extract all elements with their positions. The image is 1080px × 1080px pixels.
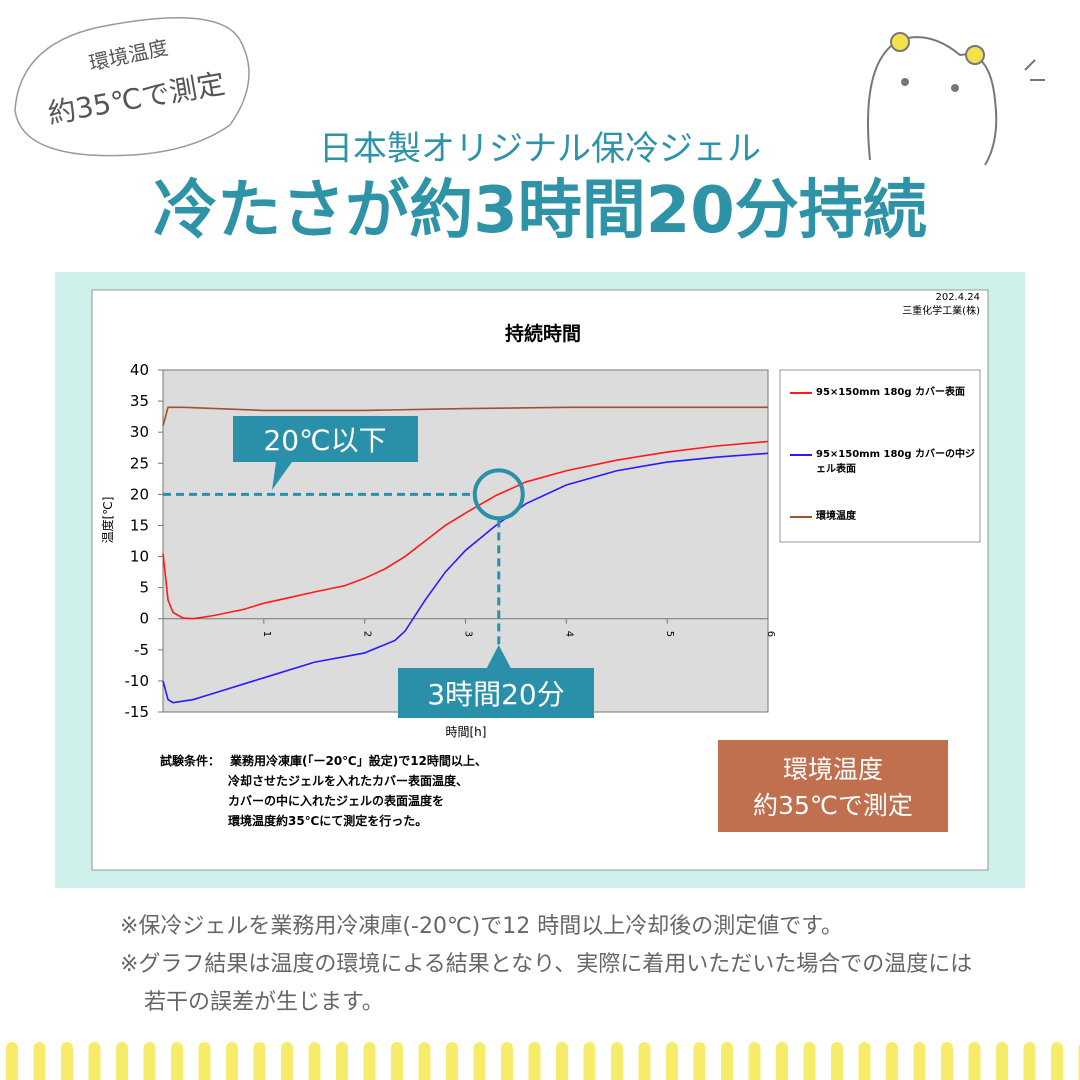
stripe	[803, 1042, 816, 1080]
conditions-line: 業務用冷凍庫(「ー20℃」設定)で12時間以上、	[229, 753, 487, 768]
legend-box	[779, 369, 981, 543]
stripe	[336, 1042, 348, 1080]
stripe	[61, 1042, 73, 1080]
x-tick-label: 5	[664, 631, 675, 637]
legend-label: 95×150mm 180g カバーの中ジェル表面	[816, 449, 976, 475]
y-tick-label: -5	[134, 641, 149, 659]
date: 202.4.24	[935, 292, 980, 303]
series-line	[162, 440, 769, 620]
stripe	[693, 1042, 706, 1080]
legend-item: 95×150mm 180g カバーの中ジェル表面	[816, 449, 976, 475]
stripe	[638, 1042, 651, 1080]
conditions-line: 環境温度約35℃にて測定を行った。	[228, 813, 427, 828]
stripe	[913, 1042, 926, 1080]
y-tick-label: 30	[130, 423, 149, 441]
y-tick-label: 20	[130, 485, 149, 503]
stripe	[33, 1042, 46, 1080]
legend-item: 95×150mm 180g カバー表面	[816, 387, 966, 398]
callout	[233, 416, 418, 490]
y-tick-label: 15	[130, 516, 149, 534]
env-box-text: 約35℃で測定	[753, 791, 913, 820]
note: ※グラフ結果は温度の環境による結果となり、実際に着用いただいた場合での温度には若…	[120, 952, 973, 1015]
y-tick-label: 35	[130, 392, 149, 410]
stripe	[941, 1042, 953, 1080]
stripe	[1051, 1042, 1063, 1080]
series-line	[162, 406, 768, 427]
x-tick-label: 1	[261, 631, 272, 637]
stripe	[88, 1042, 101, 1080]
stripe	[143, 1042, 156, 1080]
highlight-circle	[472, 468, 525, 521]
stripe	[198, 1042, 211, 1080]
legend-item: 環境温度	[816, 511, 856, 522]
y-tick-label: -10	[125, 672, 150, 690]
stripe	[748, 1042, 761, 1080]
title: 冷たさが約3時間20分持続	[153, 174, 927, 248]
y-tick-label: 0	[139, 610, 149, 628]
y-tick-label: 40	[130, 361, 149, 379]
y-tick-label: 25	[130, 454, 149, 472]
stripe	[363, 1042, 376, 1080]
legend-label: 環境温度	[816, 511, 856, 522]
callout	[398, 645, 594, 718]
stripe	[116, 1042, 128, 1080]
stripe	[253, 1042, 266, 1080]
x-tick-label: 4	[563, 631, 574, 637]
note: ※保冷ジェルを業務用冷凍庫(-20℃)で12 時間以上冷却後の測定値です。	[120, 914, 844, 939]
stripe	[666, 1042, 678, 1080]
stripe	[996, 1042, 1008, 1080]
callout-text: 3時間20分	[427, 678, 564, 711]
y-axis-label: 温度[℃]	[100, 497, 115, 544]
badge-shape	[14, 17, 250, 157]
env-box	[718, 740, 948, 832]
stripe	[776, 1042, 788, 1080]
callout-text: 20℃以下	[263, 424, 386, 457]
stripe	[528, 1042, 541, 1080]
stripe	[721, 1042, 733, 1080]
x-tick-label: 6	[765, 631, 776, 637]
y-tick-label: -15	[125, 703, 150, 721]
stripe	[391, 1042, 403, 1080]
stripe	[473, 1042, 486, 1080]
stripe	[583, 1042, 596, 1080]
bear	[867, 32, 1045, 166]
stripe	[446, 1042, 458, 1080]
stripe	[281, 1042, 293, 1080]
subtitle: 日本製オリジナル保冷ジェル	[319, 129, 761, 169]
stripe	[171, 1042, 183, 1080]
series-line	[162, 452, 769, 704]
conditions-line: カバーの中に入れたジェルの表面温度を	[228, 793, 444, 808]
stripe	[418, 1042, 431, 1080]
legend-label: 95×150mm 180g カバー表面	[816, 387, 966, 398]
stripe	[6, 1042, 18, 1080]
x-tick-label: 3	[463, 631, 474, 637]
x-axis-label: 時間[h]	[446, 725, 487, 739]
source: 三重化学工業(株)	[902, 304, 980, 317]
y-tick-label: 5	[139, 579, 149, 597]
x-tick-label: 2	[362, 631, 373, 637]
chart-title: 持続時間	[505, 322, 581, 345]
stripe	[858, 1042, 871, 1080]
y-tick-label: 10	[130, 548, 149, 566]
env-box-text: 環境温度	[783, 755, 883, 784]
stripe	[611, 1042, 623, 1080]
stripe	[501, 1042, 513, 1080]
conditions-line: 冷却させたジェルを入れたカバー表面温度、	[228, 773, 468, 788]
stripe	[831, 1042, 843, 1080]
stripe	[886, 1042, 898, 1080]
stripe	[226, 1042, 238, 1080]
stripe	[308, 1042, 321, 1080]
stripe	[968, 1042, 981, 1080]
stripe	[556, 1042, 568, 1080]
conditions-label: 試験条件：	[160, 753, 220, 768]
stripe	[1023, 1042, 1036, 1080]
